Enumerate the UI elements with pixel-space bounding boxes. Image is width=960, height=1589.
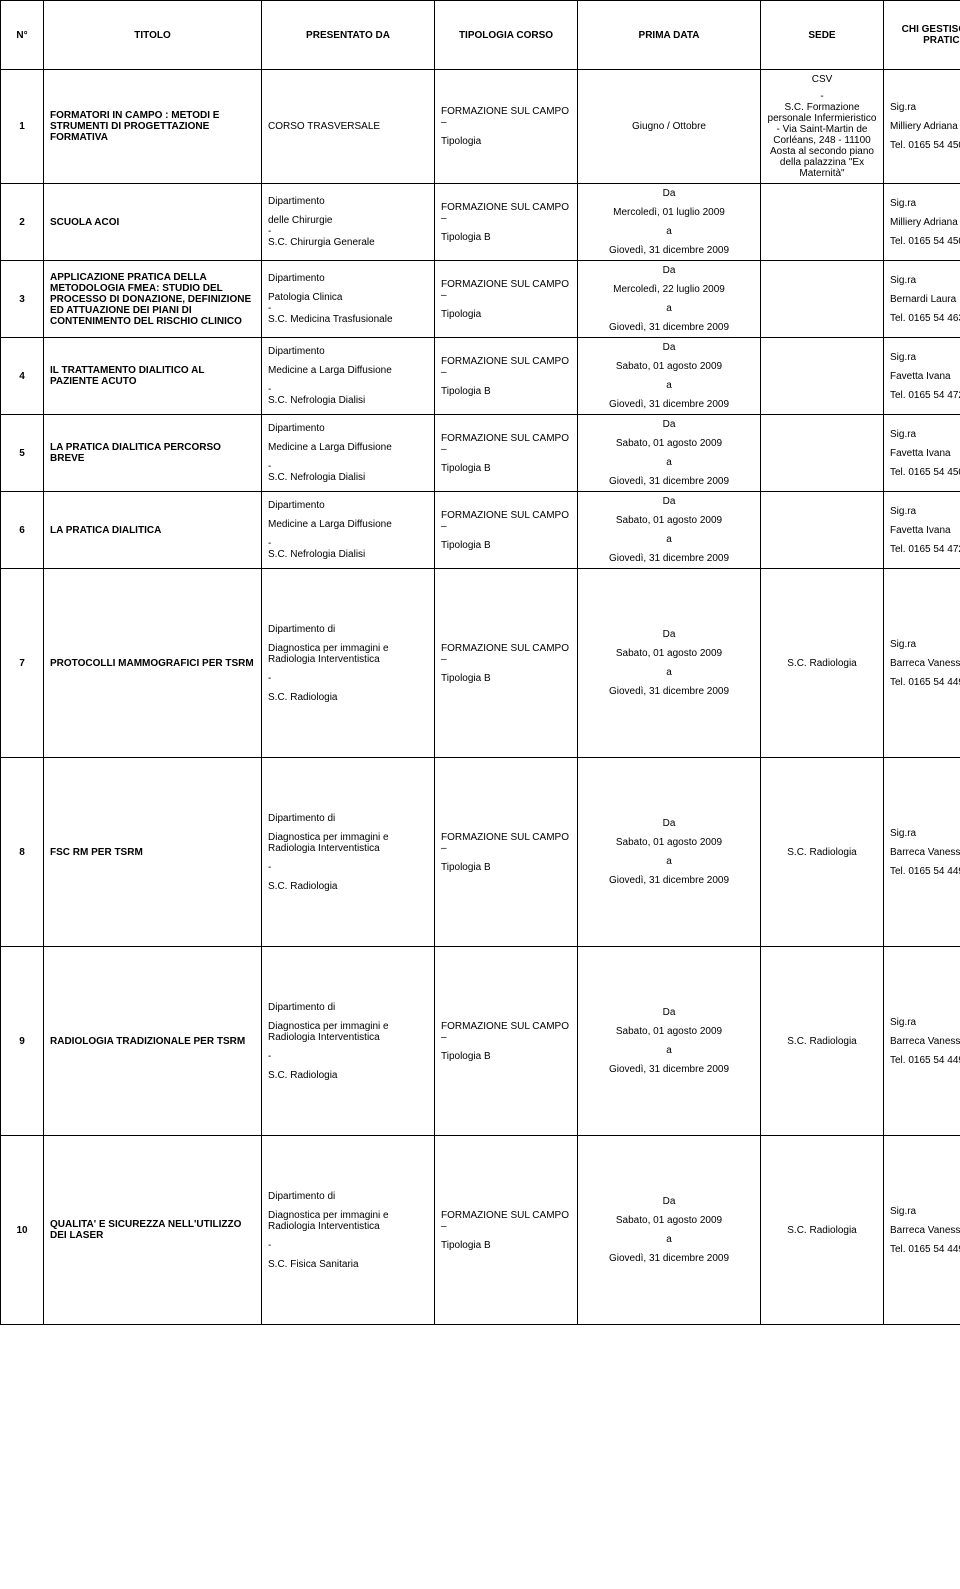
- cell-titolo: LA PRATICA DIALITICA: [44, 492, 262, 569]
- cell-titolo: SCUOLA ACOI: [44, 184, 262, 261]
- cell-chi-gestisce: Sig.raBarreca VanessaTel. 0165 54 4491: [884, 1136, 960, 1325]
- cell-presentato: DipartimentoMedicine a Larga Diffusione-…: [262, 415, 435, 492]
- header-presentato: PRESENTATO DA: [262, 1, 435, 70]
- cell-sede: [761, 184, 884, 261]
- cell-tipologia: FORMAZIONE SUL CAMPO –Tipologia B: [435, 184, 578, 261]
- cell-presentato: DipartimentoPatologia Clinica-S.C. Medic…: [262, 261, 435, 338]
- cell-titolo: IL TRATTAMENTO DIALITICO AL PAZIENTE ACU…: [44, 338, 262, 415]
- cell-titolo: FSC RM PER TSRM: [44, 758, 262, 947]
- cell-titolo: PROTOCOLLI MAMMOGRAFICI PER TSRM: [44, 569, 262, 758]
- cell-titolo: RADIOLOGIA TRADIZIONALE PER TSRM: [44, 947, 262, 1136]
- cell-chi-gestisce: Sig.raFavetta IvanaTel. 0165 54 4720: [884, 492, 960, 569]
- cell-tipologia: FORMAZIONE SUL CAMPO –Tipologia: [435, 70, 578, 184]
- cell-prima-data: Giugno / Ottobre: [578, 70, 761, 184]
- cell-sede: S.C. Radiologia: [761, 758, 884, 947]
- table-row: 6LA PRATICA DIALITICADipartimentoMedicin…: [1, 492, 960, 569]
- cell-tipologia: FORMAZIONE SUL CAMPO –Tipologia B: [435, 569, 578, 758]
- cell-presentato: CORSO TRASVERSALE: [262, 70, 435, 184]
- cell-chi-gestisce: Sig.raMilliery AdrianaTel. 0165 54 4504: [884, 70, 960, 184]
- cell-presentato: Dipartimento diDiagnostica per immagini …: [262, 758, 435, 947]
- cell-sede: [761, 261, 884, 338]
- cell-n: 4: [1, 338, 44, 415]
- cell-sede: [761, 415, 884, 492]
- table-row: 5LA PRATICA DIALITICA PERCORSO BREVEDipa…: [1, 415, 960, 492]
- table-row: 3APPLICAZIONE PRATICA DELLA METODOLOGIA …: [1, 261, 960, 338]
- header-n: N°: [1, 1, 44, 70]
- cell-sede: S.C. Radiologia: [761, 569, 884, 758]
- cell-presentato: Dipartimento diDiagnostica per immagini …: [262, 569, 435, 758]
- cell-titolo: FORMATORI IN CAMPO : METODI E STRUMENTI …: [44, 70, 262, 184]
- cell-chi-gestisce: Sig.raMilliery AdrianaTel. 0165 54 4504: [884, 184, 960, 261]
- table-row: 7PROTOCOLLI MAMMOGRAFICI PER TSRMDiparti…: [1, 569, 960, 758]
- header-prima: PRIMA DATA: [578, 1, 761, 70]
- cell-prima-data: DaMercoledì, 22 luglio 2009aGiovedì, 31 …: [578, 261, 761, 338]
- cell-prima-data: DaSabato, 01 agosto 2009aGiovedì, 31 dic…: [578, 338, 761, 415]
- cell-tipologia: FORMAZIONE SUL CAMPO –Tipologia: [435, 261, 578, 338]
- cell-tipologia: FORMAZIONE SUL CAMPO –Tipologia B: [435, 415, 578, 492]
- cell-n: 10: [1, 1136, 44, 1325]
- header-titolo: TITOLO: [44, 1, 262, 70]
- cell-prima-data: DaSabato, 01 agosto 2009aGiovedì, 31 dic…: [578, 1136, 761, 1325]
- cell-sede: [761, 338, 884, 415]
- cell-prima-data: DaSabato, 01 agosto 2009aGiovedì, 31 dic…: [578, 947, 761, 1136]
- cell-chi-gestisce: Sig.raBarreca VanessaTel. 0165 54 4491: [884, 947, 960, 1136]
- cell-prima-data: DaSabato, 01 agosto 2009aGiovedì, 31 dic…: [578, 569, 761, 758]
- header-sede: SEDE: [761, 1, 884, 70]
- cell-n: 8: [1, 758, 44, 947]
- table-row: 1FORMATORI IN CAMPO : METODI E STRUMENTI…: [1, 70, 960, 184]
- cell-presentato: Dipartimento diDiagnostica per immagini …: [262, 947, 435, 1136]
- cell-presentato: DipartimentoMedicine a Larga Diffusione-…: [262, 338, 435, 415]
- header-chi: CHI GESTISCE LA PRATICA: [884, 1, 960, 70]
- cell-presentato: Dipartimento diDiagnostica per immagini …: [262, 1136, 435, 1325]
- cell-n: 7: [1, 569, 44, 758]
- cell-chi-gestisce: Sig.raFavetta IvanaTel. 0165 54 4504: [884, 415, 960, 492]
- header-tipologia: TIPOLOGIA CORSO: [435, 1, 578, 70]
- cell-n: 3: [1, 261, 44, 338]
- cell-sede: [761, 492, 884, 569]
- table-row: 10QUALITA' E SICUREZZA NELL'UTILIZZO DEI…: [1, 1136, 960, 1325]
- cell-n: 1: [1, 70, 44, 184]
- cell-presentato: DipartimentoMedicine a Larga Diffusione-…: [262, 492, 435, 569]
- cell-prima-data: DaSabato, 01 agosto 2009aGiovedì, 31 dic…: [578, 492, 761, 569]
- table-row: 4IL TRATTAMENTO DIALITICO AL PAZIENTE AC…: [1, 338, 960, 415]
- cell-chi-gestisce: Sig.raBernardi LauraTel. 0165 54 4634: [884, 261, 960, 338]
- table-row: 9RADIOLOGIA TRADIZIONALE PER TSRMDiparti…: [1, 947, 960, 1136]
- cell-presentato: Dipartimentodelle Chirurgie-S.C. Chirurg…: [262, 184, 435, 261]
- table-row: 2SCUOLA ACOIDipartimentodelle Chirurgie-…: [1, 184, 960, 261]
- cell-tipologia: FORMAZIONE SUL CAMPO –Tipologia B: [435, 947, 578, 1136]
- cell-chi-gestisce: Sig.raFavetta IvanaTel. 0165 54 4720: [884, 338, 960, 415]
- cell-chi-gestisce: Sig.raBarreca VanessaTel. 0165 54 4491: [884, 569, 960, 758]
- table-row: 8FSC RM PER TSRMDipartimento diDiagnosti…: [1, 758, 960, 947]
- cell-n: 2: [1, 184, 44, 261]
- cell-prima-data: DaSabato, 01 agosto 2009aGiovedì, 31 dic…: [578, 415, 761, 492]
- cell-sede: S.C. Radiologia: [761, 1136, 884, 1325]
- cell-tipologia: FORMAZIONE SUL CAMPO –Tipologia B: [435, 338, 578, 415]
- header-row: N° TITOLO PRESENTATO DA TIPOLOGIA CORSO …: [1, 1, 960, 70]
- cell-n: 6: [1, 492, 44, 569]
- course-table: N° TITOLO PRESENTATO DA TIPOLOGIA CORSO …: [0, 0, 960, 1325]
- cell-tipologia: FORMAZIONE SUL CAMPO –Tipologia B: [435, 492, 578, 569]
- cell-n: 9: [1, 947, 44, 1136]
- cell-titolo: QUALITA' E SICUREZZA NELL'UTILIZZO DEI L…: [44, 1136, 262, 1325]
- cell-titolo: LA PRATICA DIALITICA PERCORSO BREVE: [44, 415, 262, 492]
- cell-prima-data: DaSabato, 01 agosto 2009aGiovedì, 31 dic…: [578, 758, 761, 947]
- cell-titolo: APPLICAZIONE PRATICA DELLA METODOLOGIA F…: [44, 261, 262, 338]
- cell-chi-gestisce: Sig.raBarreca VanessaTel. 0165 54 4491: [884, 758, 960, 947]
- cell-sede: S.C. Radiologia: [761, 947, 884, 1136]
- cell-sede: CSV-S.C. Formazione personale Infermieri…: [761, 70, 884, 184]
- cell-tipologia: FORMAZIONE SUL CAMPO –Tipologia B: [435, 758, 578, 947]
- cell-prima-data: DaMercoledì, 01 luglio 2009aGiovedì, 31 …: [578, 184, 761, 261]
- cell-tipologia: FORMAZIONE SUL CAMPO –Tipologia B: [435, 1136, 578, 1325]
- cell-n: 5: [1, 415, 44, 492]
